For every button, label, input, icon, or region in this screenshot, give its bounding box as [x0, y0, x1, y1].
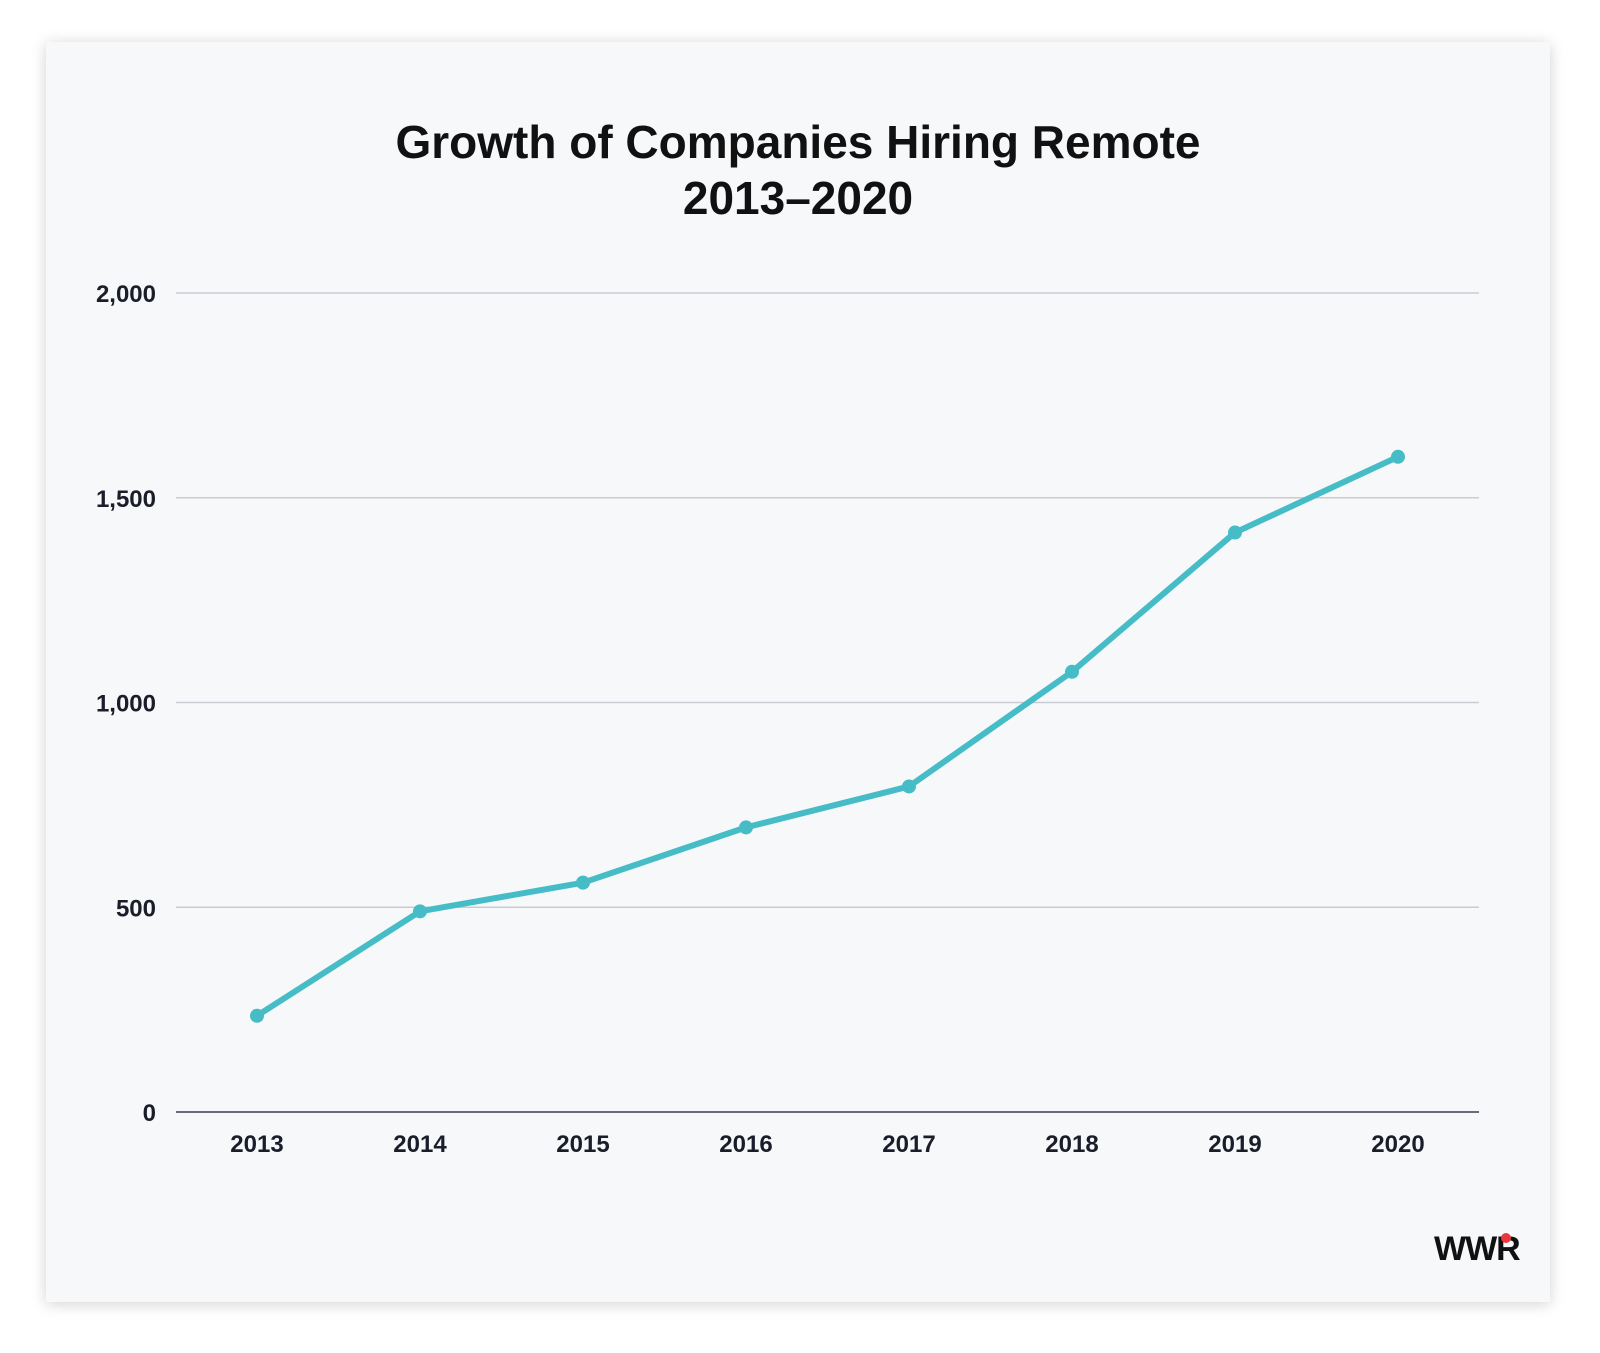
- grid-lines: [176, 292, 1479, 1113]
- data-point: [413, 904, 427, 919]
- data-point: [1391, 449, 1405, 464]
- chart-title-block: Growth of Companies Hiring Remote 2013–2…: [46, 114, 1550, 226]
- y-tick-label: 1,500: [96, 486, 156, 513]
- y-tick-labels: 0 500 1,000 1,500 2,000: [96, 281, 156, 1127]
- x-tick-label: 2017: [882, 1131, 935, 1158]
- y-tick-label: 500: [116, 895, 156, 922]
- x-tick-label: 2015: [556, 1131, 609, 1158]
- logo-dot-icon: [1501, 1233, 1511, 1243]
- data-point: [1228, 525, 1242, 540]
- y-tick-label: 2,000: [96, 281, 156, 308]
- x-tick-label: 2018: [1045, 1131, 1098, 1158]
- data-point: [739, 820, 753, 835]
- series-line: [254, 453, 1401, 1019]
- y-tick-label: 1,000: [96, 691, 156, 718]
- chart-card: Growth of Companies Hiring Remote 2013–2…: [46, 42, 1550, 1302]
- x-tick-labels: 2013 2014 2015 2016 2017 2018 2019 2020: [230, 1131, 1424, 1158]
- line-chart: 0 500 1,000 1,500 2,000 2013 2014 2015 2016 2017…: [96, 281, 1479, 1158]
- x-tick-label: 2013: [230, 1131, 283, 1158]
- data-point: [250, 1008, 264, 1023]
- data-point: [576, 875, 590, 890]
- data-point: [1065, 664, 1079, 679]
- x-tick-label: 2014: [393, 1131, 447, 1158]
- y-tick-label: 0: [143, 1100, 156, 1127]
- chart-subtitle: 2013–2020: [682, 172, 914, 224]
- x-tick-label: 2020: [1371, 1131, 1424, 1158]
- series-group: [250, 449, 1405, 1023]
- chart-title: Growth of Companies Hiring Remote: [395, 116, 1201, 168]
- x-tick-label: 2019: [1208, 1131, 1261, 1158]
- data-point: [902, 779, 916, 794]
- x-tick-label: 2016: [719, 1131, 772, 1158]
